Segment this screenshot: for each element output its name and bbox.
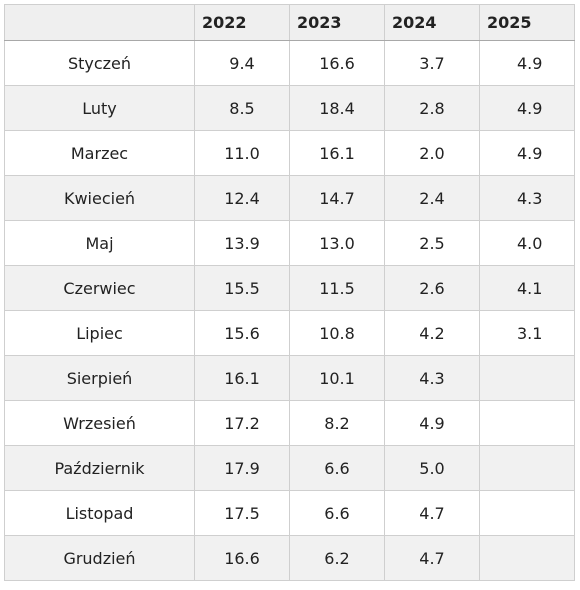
inflation-table: 2022 2023 2024 2025 Styczeń 9.4 16.6 3.7 4.9… <box>4 4 575 581</box>
value-cell-2022: 16.1 <box>194 355 290 401</box>
value-cell-2022: 17.5 <box>194 490 290 536</box>
value-cell-2023: 16.1 <box>289 130 385 176</box>
value-cell-2024: 4.3 <box>384 355 480 401</box>
value-cell-2022: 17.9 <box>194 445 290 491</box>
table-row: Czerwiec 15.5 11.5 2.6 4.1 <box>4 265 575 311</box>
value-cell-2023: 10.8 <box>289 310 385 356</box>
value-cell-2022: 8.5 <box>194 85 290 131</box>
month-cell: Sierpień <box>4 355 195 401</box>
table-row: Luty 8.5 18.4 2.8 4.9 <box>4 85 575 131</box>
month-cell: Lipiec <box>4 310 195 356</box>
value-cell-2024: 3.7 <box>384 40 480 86</box>
table-body: Styczeń 9.4 16.6 3.7 4.9 Luty 8.5 18.4 2.8 4.9 Mar… <box>4 40 575 581</box>
value-cell-2024: 2.8 <box>384 85 480 131</box>
value-cell-2025: 4.9 <box>479 85 575 131</box>
month-cell: Kwiecień <box>4 175 195 221</box>
value-cell-2024: 4.2 <box>384 310 480 356</box>
header-cell-empty <box>4 4 195 41</box>
value-cell-2025: 4.0 <box>479 220 575 266</box>
header-cell-2022: 2022 <box>194 4 290 41</box>
value-cell-2025: 4.3 <box>479 175 575 221</box>
value-cell-2024: 2.5 <box>384 220 480 266</box>
month-cell: Czerwiec <box>4 265 195 311</box>
month-cell: Styczeń <box>4 40 195 86</box>
value-cell-2023: 10.1 <box>289 355 385 401</box>
table-row: Grudzień 16.6 6.2 4.7 <box>4 535 575 581</box>
table-row: Listopad 17.5 6.6 4.7 <box>4 490 575 536</box>
value-cell-2023: 6.6 <box>289 490 385 536</box>
value-cell-2024: 4.7 <box>384 490 480 536</box>
header-cell-2025: 2025 <box>479 4 575 41</box>
value-cell-2022: 11.0 <box>194 130 290 176</box>
value-cell-2025 <box>479 535 575 581</box>
data-table-container: 2022 2023 2024 2025 Styczeń 9.4 16.6 3.7 4.9… <box>4 4 575 581</box>
value-cell-2025 <box>479 355 575 401</box>
value-cell-2025 <box>479 445 575 491</box>
table-row: Sierpień 16.1 10.1 4.3 <box>4 355 575 401</box>
value-cell-2022: 13.9 <box>194 220 290 266</box>
value-cell-2022: 9.4 <box>194 40 290 86</box>
value-cell-2024: 2.6 <box>384 265 480 311</box>
value-cell-2023: 18.4 <box>289 85 385 131</box>
month-cell: Luty <box>4 85 195 131</box>
header-cell-2023: 2023 <box>289 4 385 41</box>
value-cell-2024: 4.7 <box>384 535 480 581</box>
value-cell-2025: 3.1 <box>479 310 575 356</box>
value-cell-2022: 15.5 <box>194 265 290 311</box>
value-cell-2022: 16.6 <box>194 535 290 581</box>
value-cell-2025: 4.9 <box>479 130 575 176</box>
value-cell-2024: 5.0 <box>384 445 480 491</box>
value-cell-2022: 15.6 <box>194 310 290 356</box>
value-cell-2025: 4.9 <box>479 40 575 86</box>
month-cell: Maj <box>4 220 195 266</box>
value-cell-2024: 2.4 <box>384 175 480 221</box>
table-row: Maj 13.9 13.0 2.5 4.0 <box>4 220 575 266</box>
month-cell: Grudzień <box>4 535 195 581</box>
table-row: Kwiecień 12.4 14.7 2.4 4.3 <box>4 175 575 221</box>
value-cell-2023: 14.7 <box>289 175 385 221</box>
table-row: Październik 17.9 6.6 5.0 <box>4 445 575 491</box>
value-cell-2025: 4.1 <box>479 265 575 311</box>
value-cell-2023: 13.0 <box>289 220 385 266</box>
value-cell-2022: 12.4 <box>194 175 290 221</box>
table-row: Styczeń 9.4 16.6 3.7 4.9 <box>4 40 575 86</box>
value-cell-2022: 17.2 <box>194 400 290 446</box>
table-row: Lipiec 15.6 10.8 4.2 3.1 <box>4 310 575 356</box>
value-cell-2023: 11.5 <box>289 265 385 311</box>
value-cell-2025 <box>479 400 575 446</box>
value-cell-2023: 6.6 <box>289 445 385 491</box>
header-cell-2024: 2024 <box>384 4 480 41</box>
table-row: Marzec 11.0 16.1 2.0 4.9 <box>4 130 575 176</box>
value-cell-2023: 16.6 <box>289 40 385 86</box>
table-header: 2022 2023 2024 2025 <box>4 4 575 41</box>
value-cell-2024: 2.0 <box>384 130 480 176</box>
month-cell: Listopad <box>4 490 195 536</box>
value-cell-2024: 4.9 <box>384 400 480 446</box>
table-row: Wrzesień 17.2 8.2 4.9 <box>4 400 575 446</box>
month-cell: Październik <box>4 445 195 491</box>
header-row: 2022 2023 2024 2025 <box>4 4 575 41</box>
value-cell-2023: 8.2 <box>289 400 385 446</box>
value-cell-2023: 6.2 <box>289 535 385 581</box>
value-cell-2025 <box>479 490 575 536</box>
month-cell: Wrzesień <box>4 400 195 446</box>
month-cell: Marzec <box>4 130 195 176</box>
